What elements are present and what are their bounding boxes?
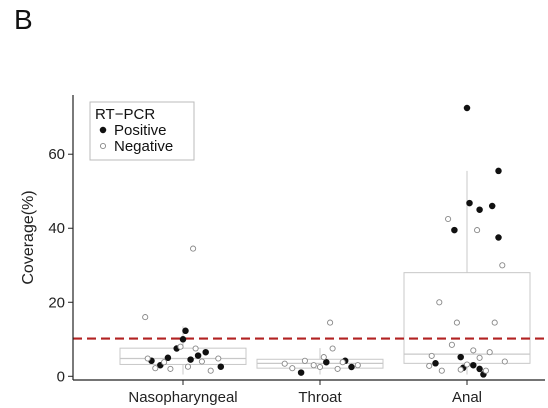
positive-point [217,363,225,370]
box-anal [403,272,531,364]
positive-point [463,104,471,112]
positive-point [432,360,439,367]
negative-point [144,355,151,362]
negative-point [316,363,324,371]
positive-point [202,348,209,356]
legend-marker-negative [99,142,107,150]
negative-point [436,299,443,306]
positive-point [495,234,502,241]
negative-point [192,345,199,352]
negative-point [161,359,168,366]
y-tick-label: 60 [48,146,65,163]
negative-point [152,365,159,372]
negative-point [501,358,508,365]
negative-point [327,319,334,326]
positive-point [457,353,464,361]
legend-box [89,101,195,161]
box-nasopharyngeal [119,347,247,365]
negative-point [448,341,455,348]
negative-point [463,361,471,368]
positive-point [194,352,202,359]
x-tick-label: Throat [298,389,342,406]
negative-point [486,349,493,356]
positive-point [466,199,473,207]
negative-point [329,345,336,352]
positive-point [470,361,477,369]
legend-entry-negative: Negative [114,138,173,155]
positive-point [451,226,458,234]
negative-point [281,360,288,367]
negative-point [177,343,184,350]
negative-point [426,362,433,369]
positive-point [187,356,194,363]
negative-point [499,262,506,269]
legend-title: RT−PCR [95,106,155,123]
positive-point [179,336,187,343]
negative-point [445,215,452,223]
negative-point [491,319,498,326]
negative-point [482,367,489,374]
positive-point [297,369,305,376]
positive-point [164,354,172,362]
negative-point [339,359,346,366]
positive-point [476,206,483,213]
negative-point [167,365,174,372]
negative-point [320,354,327,361]
y-tick-label: 0 [57,368,65,385]
negative-point [470,347,477,354]
points-layer [142,104,508,378]
x-tick-label: Anal [452,389,482,406]
positive-point [323,358,330,366]
negative-point [142,314,149,321]
positive-point [476,365,483,373]
positive-point [182,327,189,335]
positive-point [488,202,496,210]
negative-point [289,365,296,372]
negative-point [184,363,192,370]
negative-point [438,367,445,374]
y-tick-label: 20 [48,294,65,311]
x-tick-label: Nasopharyngeal [128,389,237,406]
negative-point [474,227,481,234]
negative-point [476,354,483,361]
axes-layer: 0 20 40 60 Nasopharyngeal Throat Anal Coverage(… [20,95,545,406]
negative-point [190,245,197,252]
positive-point [348,363,355,371]
legend-entry-positive: Positive [114,122,167,139]
negative-point [207,367,214,374]
negative-point [310,362,317,369]
negative-point [301,357,308,364]
negative-point [354,362,361,369]
negative-point [457,366,464,373]
negative-point [215,355,222,362]
panel-label: B [14,4,33,35]
negative-point [428,352,435,359]
positive-point [495,167,502,175]
legend-marker-positive [99,126,107,134]
negative-point [198,358,205,365]
y-tick-label: 40 [48,220,65,237]
y-axis-title: Coverage(%) [20,190,37,284]
negative-point [453,319,460,326]
negative-point [334,365,341,372]
